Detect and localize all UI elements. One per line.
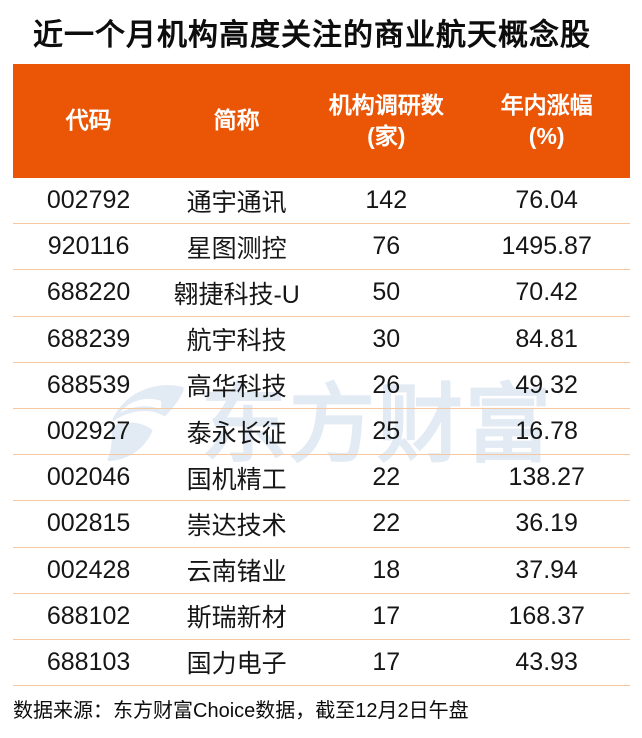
- cell-survey-count: 22: [372, 463, 401, 492]
- cell-survey-count: 22: [372, 509, 401, 538]
- table-row: 688103 国力电子 17 43.93: [13, 640, 630, 687]
- cell-ytd-change: 138.27: [508, 463, 585, 492]
- page-title: 近一个月机构高度关注的商业航天概念股: [33, 19, 591, 52]
- column-header-ytd-change: 年内涨幅 (%): [463, 64, 630, 178]
- cell-ytd-change: 76.04: [515, 186, 578, 215]
- column-header-label: 机构调研数: [328, 91, 444, 118]
- cell-code: 688103: [46, 647, 131, 676]
- column-header-code: 代码: [13, 64, 164, 178]
- column-header-label: 简称: [213, 107, 260, 134]
- cell-name: 崇达技术: [186, 511, 287, 540]
- column-header-name: 简称: [164, 64, 309, 178]
- table-row: 688102 斯瑞新材 17 168.37: [13, 594, 630, 640]
- table-row: 002046 国机精工 22 138.27: [13, 455, 630, 502]
- table-row: 688220 翱捷科技-U 50 70.42: [13, 270, 630, 317]
- cell-name: 国力电子: [186, 650, 287, 679]
- cell-survey-count: 18: [372, 555, 401, 584]
- cell-survey-count: 76: [372, 232, 401, 261]
- cell-code: 002046: [46, 463, 131, 492]
- table-header-row: 代码 简称 机构调研数 (家) 年内涨幅 (%): [13, 64, 630, 178]
- table-body: 002792 通宇通讯 142 76.04 920116 星图测控 76 1495.87 688…: [13, 178, 630, 687]
- cell-ytd-change: 16.78: [515, 417, 578, 446]
- cell-survey-count: 26: [372, 370, 401, 399]
- cell-survey-count: 30: [372, 324, 401, 353]
- cell-code: 688102: [46, 601, 131, 630]
- cell-code: 002815: [46, 509, 131, 538]
- table-row: 002792 通宇通讯 142 76.04: [13, 178, 630, 225]
- column-header-label: 年内涨幅: [500, 91, 593, 118]
- data-source-note: 数据来源：东方财富Choice数据，截至12月2日午盘: [13, 700, 469, 722]
- cell-survey-count: 17: [372, 601, 401, 630]
- table-row: 002927 泰永长征 25 16.78: [13, 409, 630, 456]
- cell-code: 688220: [46, 278, 131, 307]
- cell-code: 688239: [46, 324, 131, 353]
- column-header-sublabel: (家): [367, 123, 406, 149]
- cell-ytd-change: 1495.87: [501, 232, 592, 261]
- cell-code: 002792: [46, 186, 131, 215]
- cell-ytd-change: 36.19: [515, 509, 578, 538]
- cell-ytd-change: 37.94: [515, 555, 578, 584]
- cell-ytd-change: 43.93: [515, 647, 578, 676]
- cell-code: 688539: [46, 370, 131, 399]
- column-header-sublabel: (%): [528, 123, 565, 149]
- column-header-label: 代码: [65, 107, 112, 134]
- cell-name: 星图测控: [186, 234, 287, 263]
- table-row: 920116 星图测控 76 1495.87: [13, 224, 630, 271]
- cell-name: 国机精工: [186, 465, 287, 494]
- cell-survey-count: 17: [372, 647, 401, 676]
- table-row: 002815 崇达技术 22 36.19: [13, 501, 630, 548]
- cell-name: 云南锗业: [186, 558, 287, 587]
- cell-name: 航宇科技: [186, 327, 287, 356]
- cell-name: 翱捷科技-U: [173, 280, 300, 309]
- cell-ytd-change: 168.37: [508, 601, 585, 630]
- stock-table: 代码 简称 机构调研数 (家) 年内涨幅 (%) 东方财富: [13, 64, 630, 687]
- cell-survey-count: 25: [372, 417, 401, 446]
- cell-name: 高华科技: [186, 373, 287, 402]
- cell-survey-count: 50: [372, 278, 401, 307]
- table-row: 688539 高华科技 26 49.32: [13, 363, 630, 409]
- cell-survey-count: 142: [365, 186, 408, 215]
- table-row: 002428 云南锗业 18 37.94: [13, 548, 630, 594]
- cell-code: 920116: [47, 232, 130, 261]
- cell-ytd-change: 70.42: [515, 278, 578, 307]
- cell-ytd-change: 84.81: [515, 324, 578, 353]
- cell-code: 002927: [46, 417, 131, 446]
- cell-code: 002428: [46, 555, 131, 584]
- column-header-survey-count: 机构调研数 (家): [309, 64, 463, 178]
- cell-name: 通宇通讯: [186, 188, 287, 217]
- cell-name: 泰永长征: [186, 419, 287, 448]
- cell-name: 斯瑞新材: [186, 604, 287, 633]
- table-row: 688239 航宇科技 30 84.81: [13, 317, 630, 363]
- cell-ytd-change: 49.32: [515, 370, 578, 399]
